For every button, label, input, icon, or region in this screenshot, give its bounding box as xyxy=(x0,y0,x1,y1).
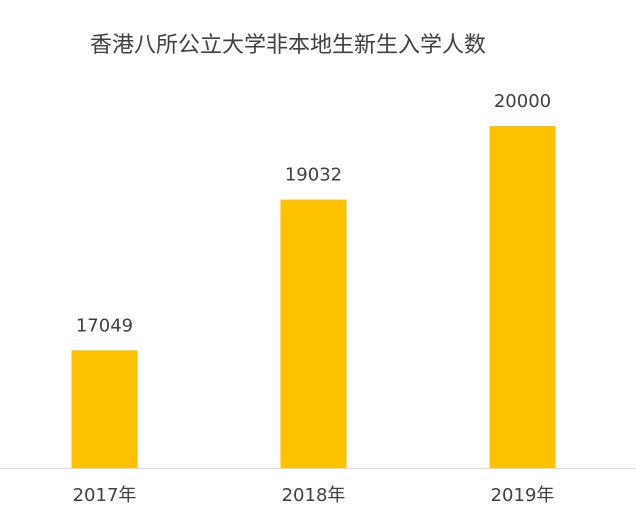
bar xyxy=(489,126,556,468)
chart-title: 香港八所公立大学非本地生新生入学人数 xyxy=(89,33,486,58)
x-tick-label: 2018年 xyxy=(282,485,346,506)
value-label: 20000 xyxy=(494,91,551,112)
value-label: 19032 xyxy=(285,165,342,186)
value-label: 17049 xyxy=(76,315,133,336)
x-tick-label: 2017年 xyxy=(73,485,137,506)
x-tick-label: 2019年 xyxy=(491,485,555,506)
bar xyxy=(71,350,138,468)
bar xyxy=(280,199,347,468)
